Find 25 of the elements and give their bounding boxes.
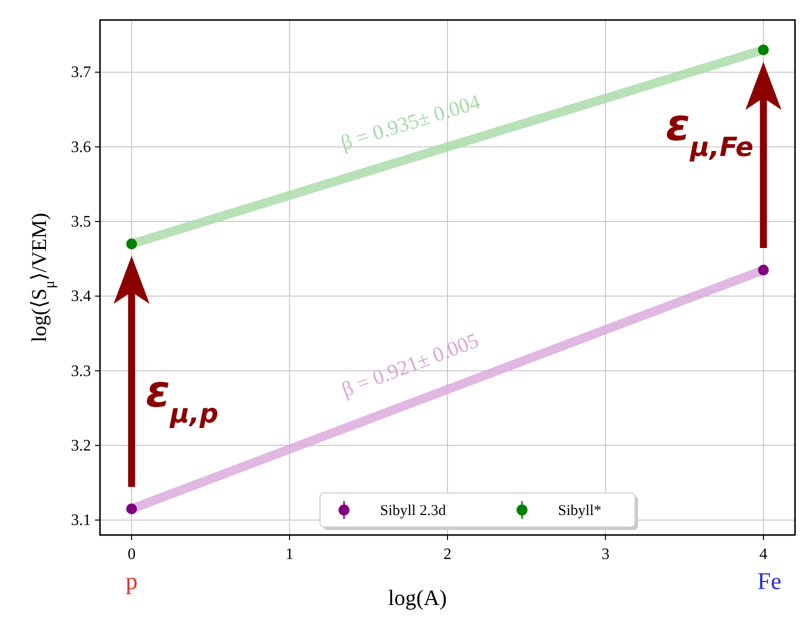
y-tick-label: 3.1 xyxy=(71,512,91,530)
annotation: β = 0.935± 0.004 xyxy=(338,89,484,155)
legend-label: Sibyll* xyxy=(558,503,602,519)
y-tick-label: 3.3 xyxy=(71,362,91,380)
x-tick-label: 4 xyxy=(759,546,768,563)
legend-label: Sibyll 2.3d xyxy=(380,503,446,519)
annotation: ε$_{μ,p}$ xyxy=(146,366,218,429)
point xyxy=(126,238,137,250)
x-tick-label: 0 xyxy=(128,546,136,563)
point xyxy=(126,504,137,514)
y-tick-label: 3.6 xyxy=(71,138,91,156)
y-tick-label: 3.5 xyxy=(71,214,91,231)
annotation: β = 0.921± 0.005 xyxy=(338,328,482,402)
y-tick-label: 3.7 xyxy=(71,64,91,82)
point xyxy=(758,264,769,276)
x-tick-label: 1 xyxy=(286,546,294,563)
x-tick-label: 3 xyxy=(601,546,610,563)
point xyxy=(758,44,769,56)
text: p xyxy=(126,569,138,595)
annotation: ε$_{μ,Fe}$ xyxy=(666,100,754,162)
x-tick-label: 2 xyxy=(444,546,452,563)
text: Fe xyxy=(757,569,782,595)
y-tick-label: 3.2 xyxy=(71,437,91,454)
x-axis-title: log(A) xyxy=(388,585,447,610)
y-tick-label: 3.4 xyxy=(71,288,91,306)
